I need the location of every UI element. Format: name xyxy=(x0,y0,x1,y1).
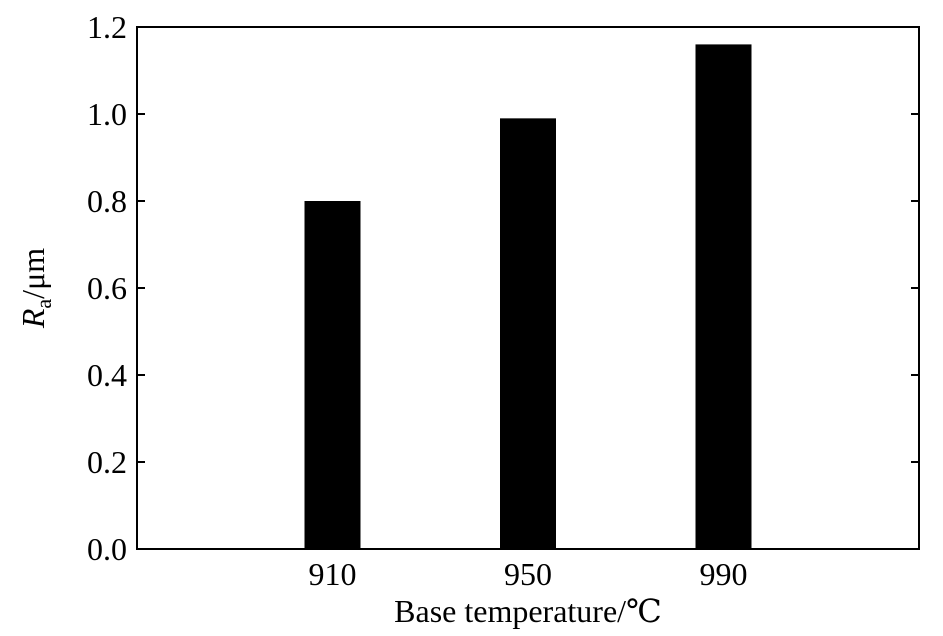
bar-910 xyxy=(304,201,361,549)
x-tick-label-910: 910 xyxy=(309,556,357,592)
y-tick-label-0.6: 0.6 xyxy=(87,270,127,306)
axis-ticks xyxy=(137,26,919,550)
bar-950 xyxy=(500,118,556,549)
y-axis-label-unit: /μm xyxy=(15,248,51,299)
y-tick-labels: 0.0 0.2 0.4 0.6 0.8 1.0 1.2 xyxy=(87,9,127,567)
x-axis-label: Base temperature/℃ xyxy=(394,593,662,629)
y-tick-label-0.0: 0.0 xyxy=(87,531,127,567)
y-tick-label-0.8: 0.8 xyxy=(87,183,127,219)
y-tick-label-0.2: 0.2 xyxy=(87,444,127,480)
y-axis-label-symbol: R xyxy=(15,308,51,329)
y-tick-label-0.4: 0.4 xyxy=(87,357,127,393)
y-axis-label-subscript: a xyxy=(31,299,56,309)
bar-990 xyxy=(695,44,752,550)
x-tick-label-950: 950 xyxy=(504,556,552,592)
y-tick-label-1.0: 1.0 xyxy=(87,96,127,132)
bars xyxy=(304,44,752,550)
y-tick-label-1.2: 1.2 xyxy=(87,9,127,45)
y-axis-label: Ra/μm xyxy=(15,248,56,329)
x-tick-labels: 910 950 990 xyxy=(309,556,748,592)
x-tick-label-990: 990 xyxy=(700,556,748,592)
